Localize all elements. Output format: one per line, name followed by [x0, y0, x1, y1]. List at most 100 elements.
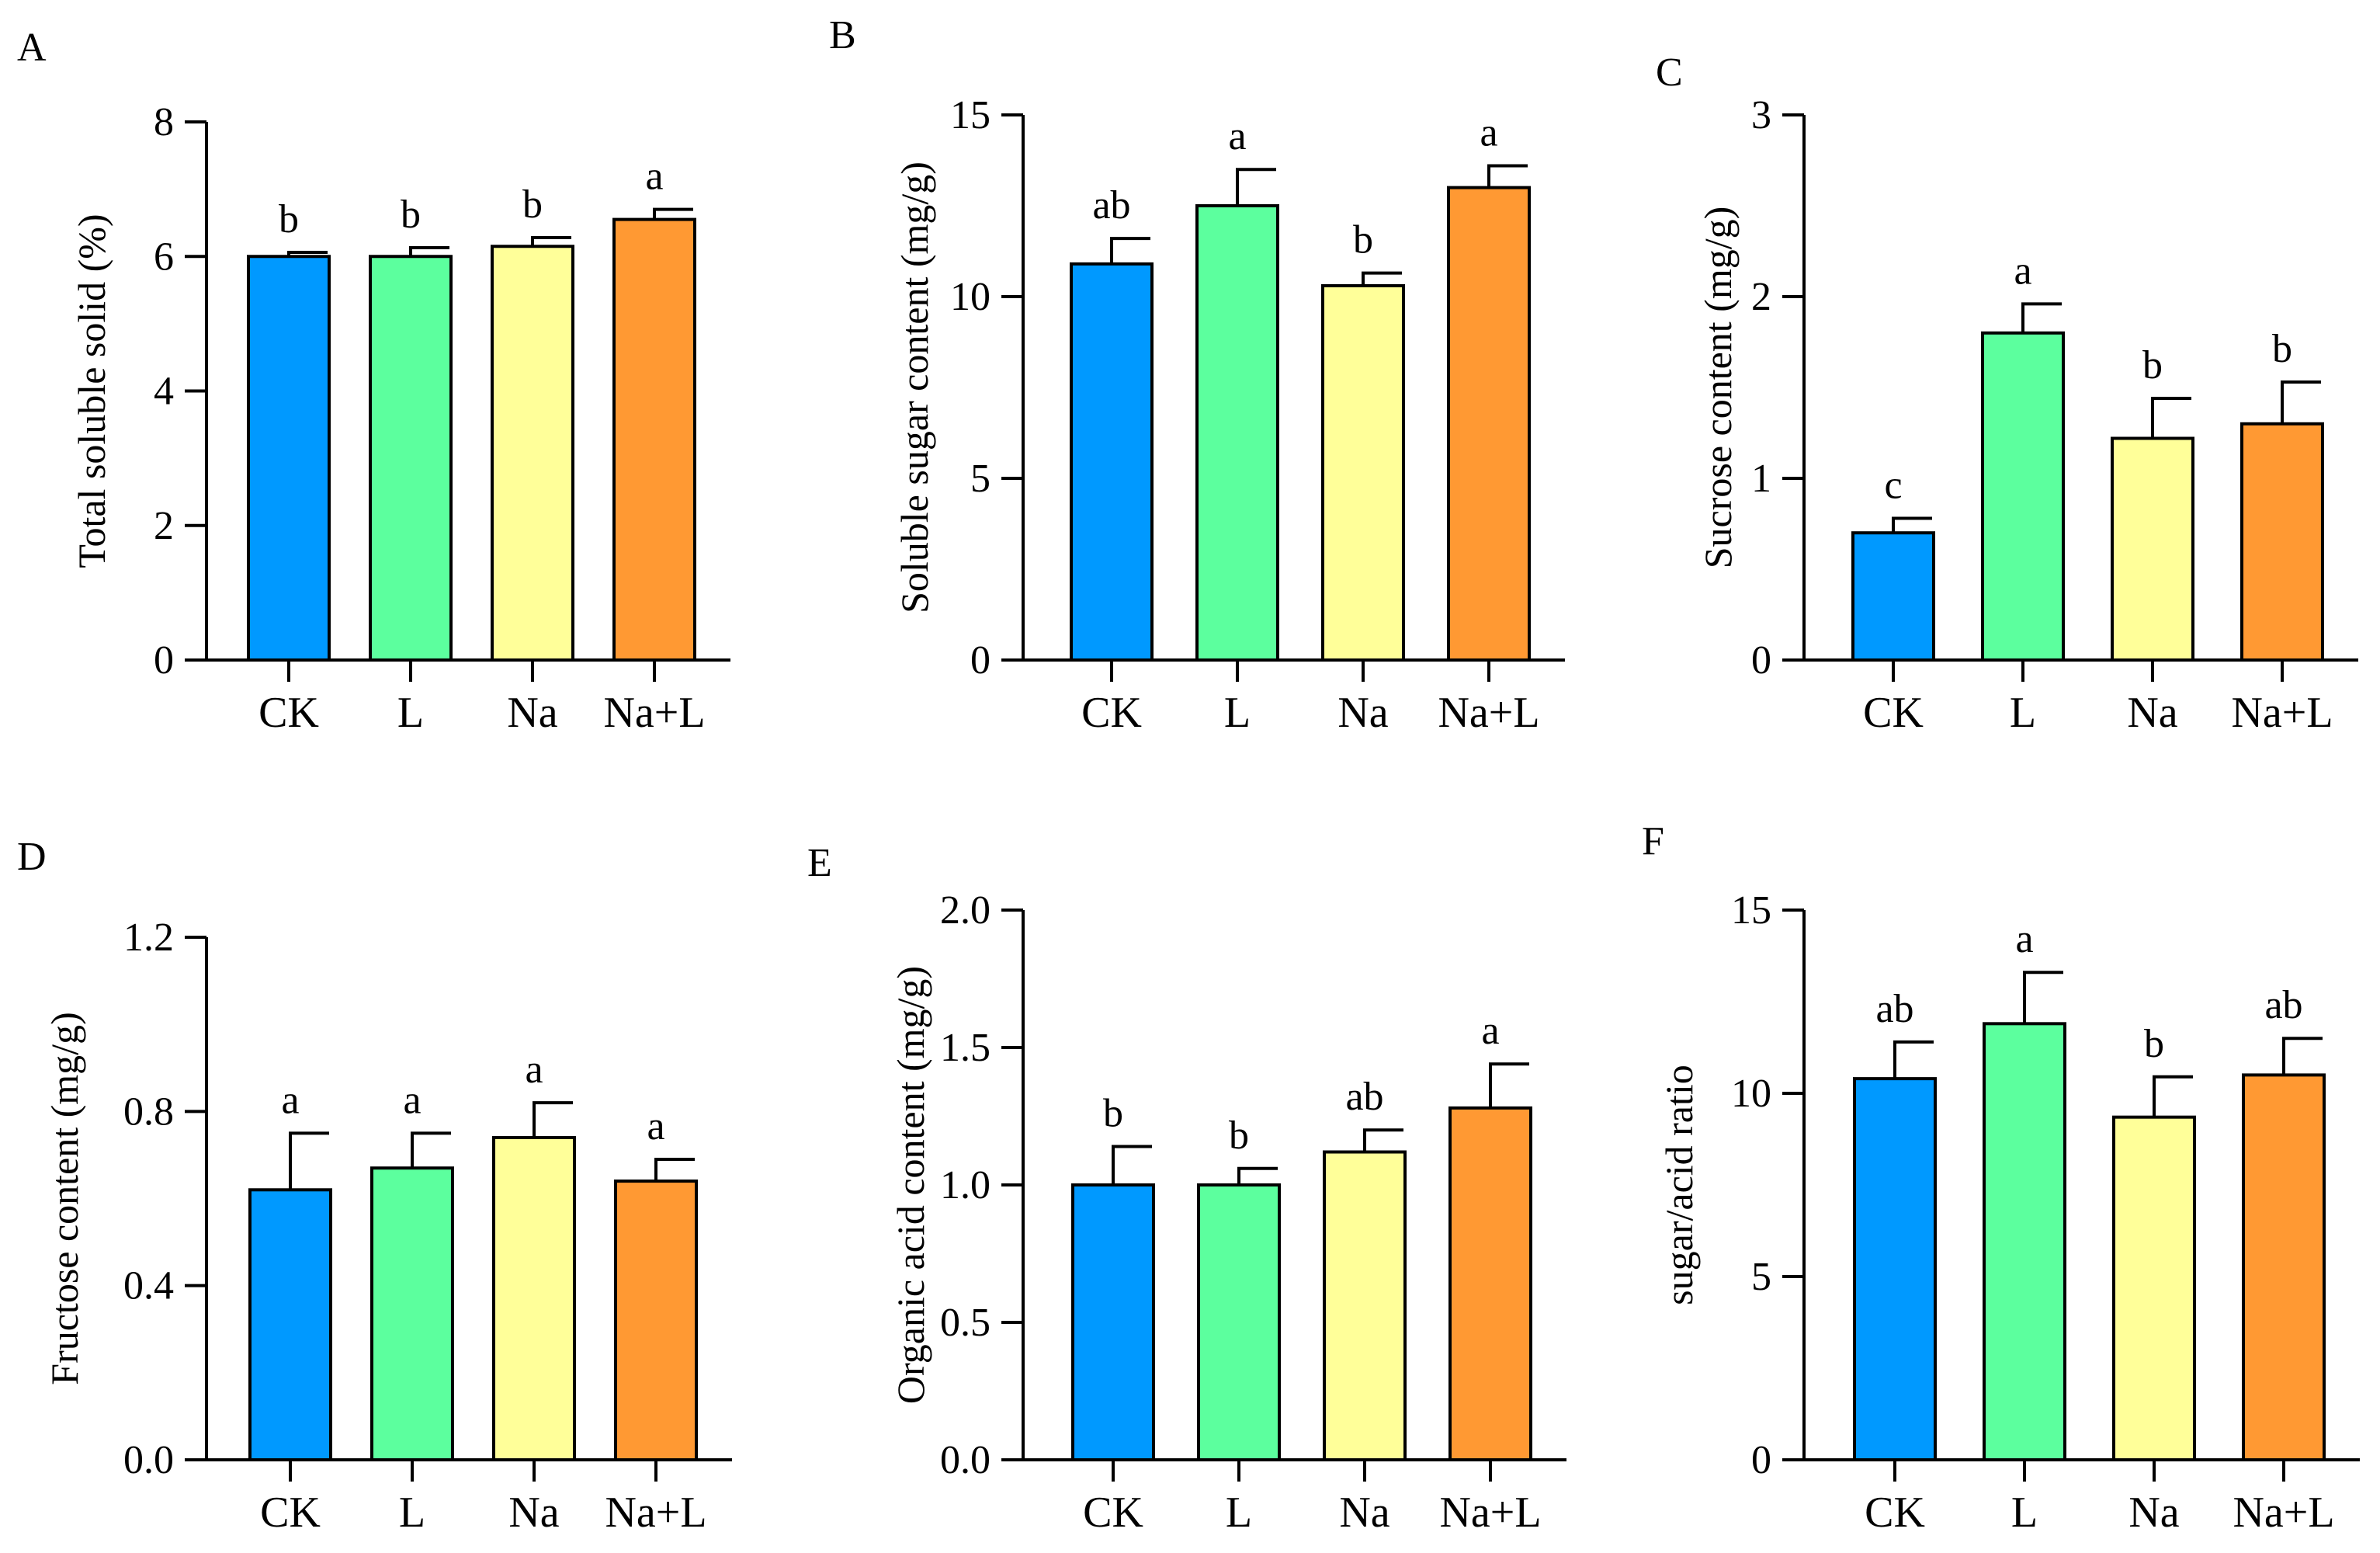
x-tick-label: Na+L — [605, 1489, 706, 1537]
bar-ck — [1071, 1183, 1155, 1461]
panel-label: B — [829, 13, 856, 57]
y-tick-label: 0.4 — [123, 1264, 174, 1308]
significance-letter: b — [2144, 1022, 2164, 1066]
bar-na — [2111, 436, 2194, 662]
y-tick-label: 15 — [950, 93, 991, 137]
y-tick-label: 2.0 — [940, 888, 991, 933]
significance-letter: a — [1228, 114, 1246, 158]
bar-ck — [1851, 531, 1935, 662]
bar-l — [1197, 1183, 1281, 1461]
bar-l — [1983, 1022, 2066, 1461]
y-tick-label: 5 — [1751, 1255, 1771, 1299]
x-tick-label: L — [2010, 689, 2036, 737]
bar-ck — [248, 1188, 332, 1461]
significance-letter: ab — [1092, 183, 1130, 228]
bar-na — [491, 245, 574, 662]
x-tick-label: CK — [1865, 1489, 1925, 1537]
bar-na-plus-l — [2240, 422, 2324, 662]
significance-letter: b — [2142, 343, 2163, 387]
x-tick-label: L — [1224, 689, 1251, 737]
y-axis-title: Organic acid content (mg/g) — [889, 966, 932, 1404]
significance-letter: a — [281, 1078, 299, 1122]
x-tick-label: Na — [1337, 689, 1388, 737]
x-tick-label: CK — [1083, 1489, 1143, 1537]
x-tick-label: CK — [260, 1489, 321, 1537]
bar-na-plus-l — [1448, 1106, 1532, 1461]
bar-l — [369, 255, 453, 662]
y-tick-label: 0 — [154, 638, 174, 683]
x-tick-label: L — [2011, 1489, 2038, 1537]
y-tick-label: 1.2 — [123, 915, 174, 960]
significance-letter: b — [1103, 1091, 1123, 1135]
bar-l — [370, 1166, 454, 1462]
significance-letter: a — [2014, 248, 2031, 293]
significance-letter: b — [279, 197, 299, 241]
y-tick-label: 1.0 — [940, 1163, 991, 1207]
x-tick-label: L — [397, 689, 424, 737]
bar-l — [1195, 204, 1279, 662]
panel-label: D — [17, 835, 47, 879]
significance-letter: c — [1884, 463, 1902, 507]
y-tick-label: 0 — [1751, 1438, 1771, 1482]
y-axis-title: Fructose content (mg/g) — [43, 1012, 86, 1384]
bar-na-plus-l — [1447, 186, 1531, 662]
chart-panel-f: F 0 5 10 15 sugar/acid ratio ab CK a Lb Na ab Na+L — [1642, 819, 2360, 1537]
significance-letter: a — [1481, 1009, 1499, 1053]
bar-ck — [1853, 1077, 1937, 1461]
x-tick-label: CK — [1081, 689, 1142, 737]
significance-letter: ab — [1875, 987, 1913, 1031]
x-tick-label: L — [1226, 1489, 1252, 1537]
significance-letter: b — [1229, 1114, 1249, 1158]
y-tick-label: 0 — [1751, 638, 1771, 683]
significance-letter: a — [647, 1104, 664, 1148]
y-tick-label: 3 — [1751, 93, 1771, 137]
chart-panel-d: D 0.0 0.4 0.8 1.2 Fructose content (mg/g) a CK a… — [17, 835, 732, 1537]
significance-letter: a — [1480, 111, 1497, 155]
y-tick-label: 0.0 — [940, 1438, 991, 1482]
bar-na — [2112, 1115, 2196, 1462]
significance-letter: b — [1353, 218, 1373, 262]
x-tick-label: Na+L — [1438, 689, 1539, 737]
bar-na-plus-l — [2242, 1073, 2326, 1462]
significance-letter: a — [525, 1047, 543, 1092]
significance-letter: b — [401, 193, 421, 237]
y-tick-label: 8 — [154, 100, 174, 144]
y-tick-label: 15 — [1731, 888, 1771, 933]
y-axis-title: Total soluble solid (%) — [70, 214, 113, 568]
x-tick-label: Na — [507, 689, 557, 737]
chart-panel-a: A 0 2 4 6 8 Total soluble solid (%) b CK b Lb Na a Na… — [17, 26, 730, 737]
y-axis-title: sugar/acid ratio — [1657, 1065, 1701, 1305]
y-tick-label: 4 — [154, 370, 174, 414]
y-tick-label: 0.5 — [940, 1301, 991, 1345]
x-tick-label: Na — [1339, 1489, 1389, 1537]
x-tick-label: Na — [508, 1489, 559, 1537]
y-tick-label: 6 — [154, 235, 174, 279]
bar-ck — [247, 255, 331, 662]
panel-label: E — [807, 841, 832, 885]
panel-label: F — [1642, 819, 1664, 863]
significance-letter: b — [522, 182, 543, 227]
y-tick-label: 1 — [1751, 457, 1771, 501]
bar-na — [1323, 1150, 1407, 1462]
x-tick-label: Na+L — [2231, 689, 2333, 737]
x-tick-label: Na — [2128, 1489, 2179, 1537]
chart-panel-c: C 0 1 2 3 Sucrose content (mg/g) c CK a Lb Na b Na+L — [1656, 50, 2358, 737]
panel-label: C — [1656, 50, 1683, 95]
x-tick-label: Na — [2127, 689, 2177, 737]
bar-na-plus-l — [612, 217, 696, 662]
bar-l — [1981, 331, 2065, 662]
y-tick-label: 10 — [950, 275, 991, 319]
y-tick-label: 0.0 — [123, 1438, 174, 1482]
y-axis-title: Soluble sugar content (mg/g) — [893, 162, 936, 613]
y-tick-label: 1.5 — [940, 1026, 991, 1070]
significance-letter: a — [2015, 917, 2033, 961]
x-tick-label: CK — [258, 689, 319, 737]
x-tick-label: Na+L — [603, 689, 705, 737]
bar-na-plus-l — [614, 1180, 698, 1461]
significance-letter: b — [2272, 327, 2292, 371]
significance-letter: ab — [1345, 1075, 1383, 1119]
y-tick-label: 2 — [154, 504, 174, 548]
